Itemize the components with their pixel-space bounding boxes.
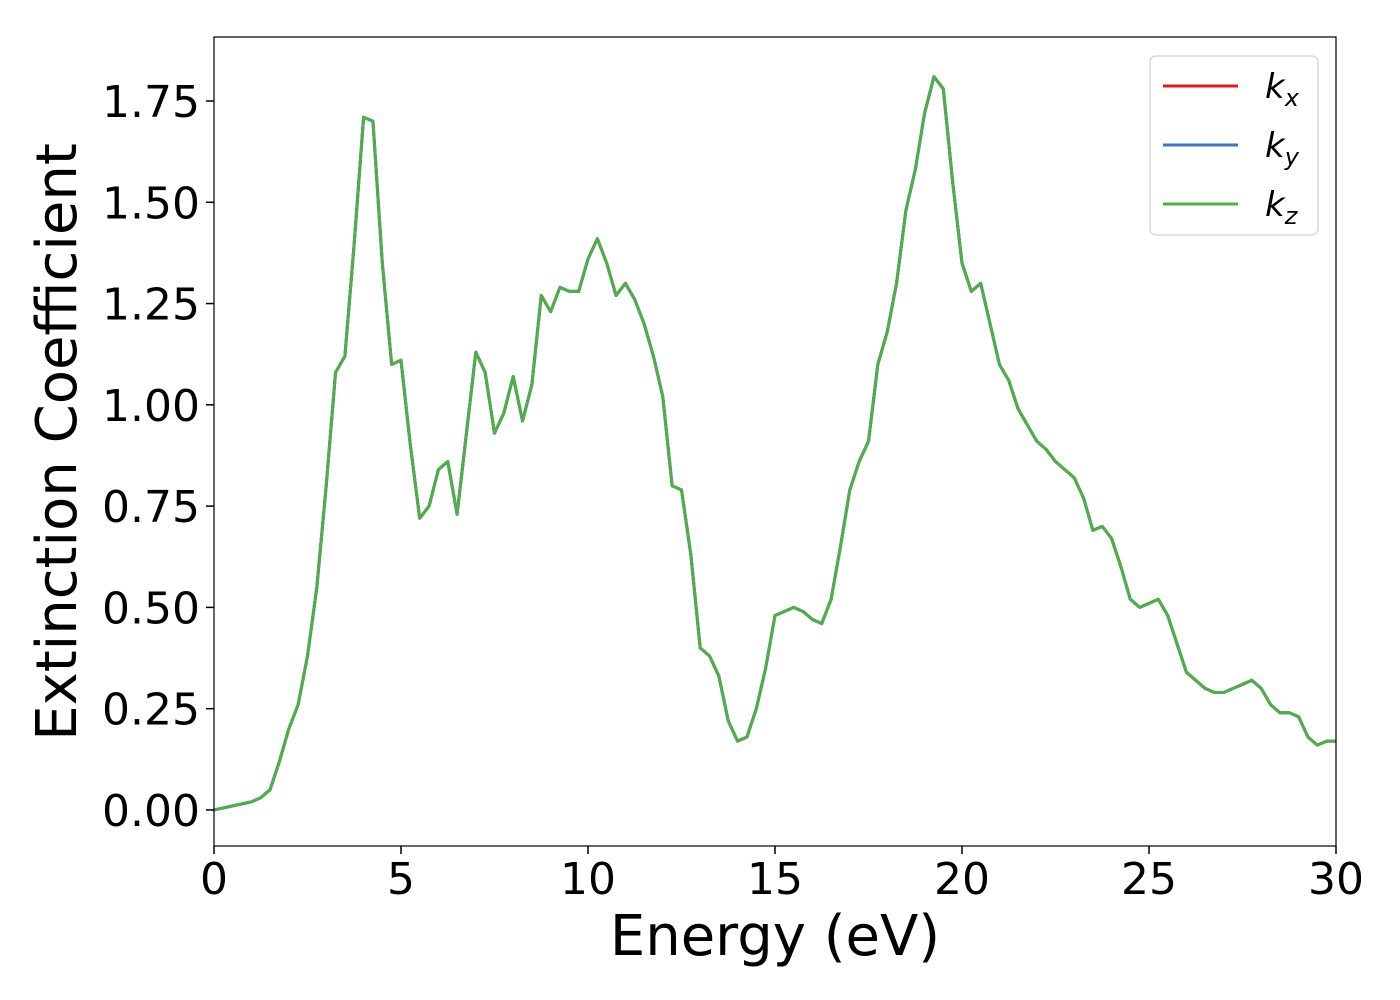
x-tick-label: 15 — [747, 854, 803, 905]
y-tick-label: 0.25 — [102, 685, 200, 736]
x-tick-label: 5 — [387, 854, 415, 905]
y-tick-label: 0.00 — [102, 786, 200, 837]
legend-label: kz — [1265, 185, 1299, 230]
y-tick-label: 0.75 — [102, 482, 200, 533]
x-tick-label: 25 — [1121, 854, 1177, 905]
x-tick-label: 20 — [934, 854, 990, 905]
y-axis-label: Extinction Coefficient — [25, 143, 90, 741]
x-tick-label: 30 — [1308, 854, 1364, 905]
y-tick-label: 1.50 — [102, 178, 200, 229]
x-tick-label: 10 — [560, 854, 616, 905]
line-series — [213, 75, 1336, 812]
legend-label: ky — [1265, 126, 1300, 171]
y-tick-label: 1.75 — [102, 77, 200, 128]
y-tick-label: 0.50 — [102, 583, 200, 634]
x-axis-label: Energy (eV) — [610, 904, 940, 969]
y-tick-label: 1.25 — [102, 280, 200, 331]
legend-label: kx — [1265, 67, 1300, 112]
x-tick-label: 0 — [200, 854, 228, 905]
y-tick-label: 1.00 — [102, 381, 200, 432]
plot-frame — [213, 36, 1337, 847]
